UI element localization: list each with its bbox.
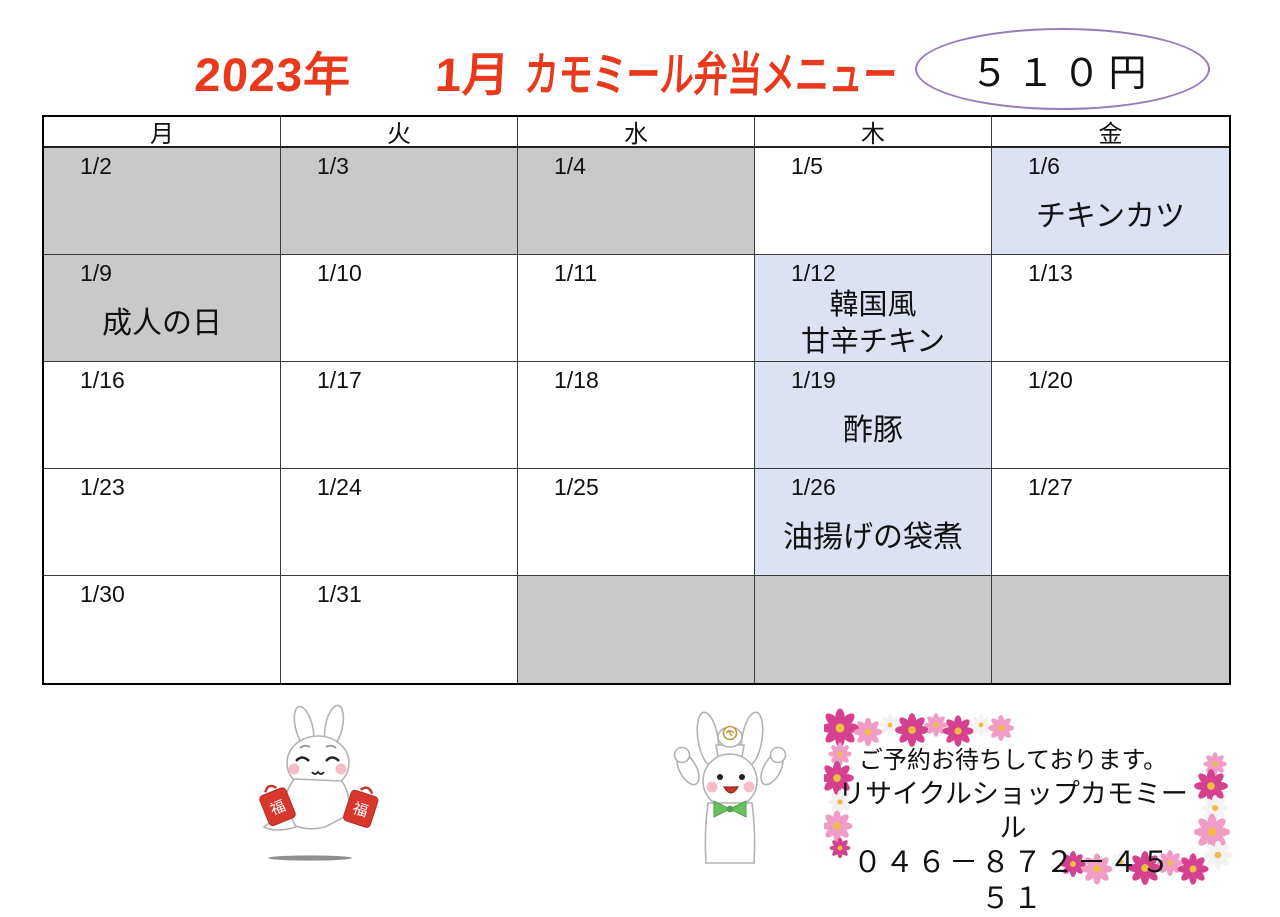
lucky-bag-right-text: 福 bbox=[351, 800, 371, 821]
calendar-cell-1-30: 1/30 bbox=[44, 576, 281, 683]
day-header-fri: 金 bbox=[992, 117, 1229, 148]
rabbit-lucky-bags-illustration: 福 福 bbox=[259, 704, 379, 861]
calendar-cell-1-3: 1/3 bbox=[281, 148, 518, 255]
title-year: 2023年 bbox=[193, 48, 353, 101]
day-header-wed: 水 bbox=[518, 117, 755, 148]
calendar-cell-1-24: 1/24 bbox=[281, 469, 518, 576]
footer-contact-block: ご予約お待ちしております。 リサイクルショップカモミール ０４６－８７２－４５５… bbox=[838, 744, 1188, 917]
cell-date: 1/24 bbox=[317, 474, 362, 500]
cell-date: 1/4 bbox=[554, 153, 586, 179]
calendar-cell-1-4: 1/4 bbox=[518, 148, 755, 255]
calendar-cell-1-9: 1/9 成人の日 bbox=[44, 255, 281, 362]
cell-date: 1/31 bbox=[317, 581, 362, 607]
calendar-cell-1-10: 1/10 bbox=[281, 255, 518, 362]
cell-date bbox=[755, 576, 991, 581]
day-header-mon: 月 bbox=[44, 117, 281, 148]
calendar-cell-1-17: 1/17 bbox=[281, 362, 518, 469]
cell-date: 1/25 bbox=[554, 474, 599, 500]
calendar-cell-1-12: 1/12 韓国風 甘辛チキン bbox=[755, 255, 992, 362]
calendar-table: 月火水木金 1/2 1/3 1/4 1/5 1/6 チキンカツ 1/9 成人の日 1/10 1/11… bbox=[42, 115, 1231, 685]
shop-name: リサイクルショップカモミール bbox=[838, 779, 1188, 843]
calendar-cell-1-31: 1/31 bbox=[281, 576, 518, 683]
phone-number: ０４６－８７２－４５５１ bbox=[852, 847, 1173, 915]
calendar-cell-1-26: 1/26 油揚げの袋煮 bbox=[755, 469, 992, 576]
title-month: 1月 bbox=[433, 48, 512, 101]
cell-date: 1/11 bbox=[554, 260, 598, 286]
title-menu-name: カモミール弁当メニュー bbox=[523, 48, 899, 101]
cell-date: 1/23 bbox=[80, 474, 125, 500]
cell-date: 1/9 bbox=[80, 260, 112, 286]
cell-date: 1/3 bbox=[317, 153, 349, 179]
cell-date: 1/27 bbox=[1028, 474, 1073, 500]
cell-date: 1/18 bbox=[554, 367, 599, 393]
rabbit-banzai-illustration bbox=[673, 711, 787, 864]
cell-date: 1/12 bbox=[791, 260, 836, 286]
cell-menu: 油揚げの袋煮 bbox=[783, 521, 963, 554]
cell-date: 1/13 bbox=[1028, 260, 1073, 286]
calendar-cell-1-20: 1/20 bbox=[992, 362, 1229, 469]
cell-date: 1/16 bbox=[80, 367, 125, 393]
cell-menu: チキンカツ bbox=[1035, 200, 1186, 233]
day-header-thu: 木 bbox=[755, 117, 992, 148]
cell-date: 1/5 bbox=[791, 153, 823, 179]
cell-date: 1/30 bbox=[80, 581, 125, 607]
cell-date: 1/20 bbox=[1028, 367, 1073, 393]
cell-date: 1/17 bbox=[317, 367, 362, 393]
calendar-cell-1-5: 1/5 bbox=[755, 148, 992, 255]
cell-menu: 韓国風 甘辛チキン bbox=[800, 289, 946, 358]
calendar-cell-1-23: 1/23 bbox=[44, 469, 281, 576]
calendar-cell-1-18: 1/18 bbox=[518, 362, 755, 469]
day-header-tue: 火 bbox=[281, 117, 518, 148]
cell-date: 1/26 bbox=[791, 474, 836, 500]
cell-date: 1/2 bbox=[80, 153, 112, 179]
price-text: ５１０円 bbox=[970, 52, 1155, 95]
calendar-cell-empty-4-3 bbox=[755, 576, 992, 683]
calendar-cell-1-11: 1/11 bbox=[518, 255, 755, 362]
calendar-cell-empty-4-4 bbox=[992, 576, 1229, 683]
reservation-note: ご予約お待ちしております。 bbox=[858, 747, 1168, 774]
cell-date: 1/10 bbox=[317, 260, 362, 286]
calendar-cell-1-2: 1/2 bbox=[44, 148, 281, 255]
calendar-cell-1-13: 1/13 bbox=[992, 255, 1229, 362]
cell-date bbox=[518, 576, 754, 581]
calendar-cell-1-27: 1/27 bbox=[992, 469, 1229, 576]
calendar-cell-empty-4-2 bbox=[518, 576, 755, 683]
cell-menu: 成人の日 bbox=[102, 307, 222, 340]
calendar-cell-1-25: 1/25 bbox=[518, 469, 755, 576]
calendar-cell-1-19: 1/19 酢豚 bbox=[755, 362, 992, 469]
lucky-bag-left-text: 福 bbox=[268, 797, 288, 818]
cell-menu: 酢豚 bbox=[843, 414, 903, 447]
price-badge: ５１０円 bbox=[915, 28, 1210, 110]
rabbit-shadow bbox=[268, 855, 352, 861]
cell-date: 1/19 bbox=[791, 367, 836, 393]
calendar-cell-1-16: 1/16 bbox=[44, 362, 281, 469]
bow-tie bbox=[713, 800, 747, 818]
cell-date: 1/6 bbox=[1028, 153, 1060, 179]
calendar-cell-1-6: 1/6 チキンカツ bbox=[992, 148, 1229, 255]
cell-date bbox=[992, 576, 1229, 581]
